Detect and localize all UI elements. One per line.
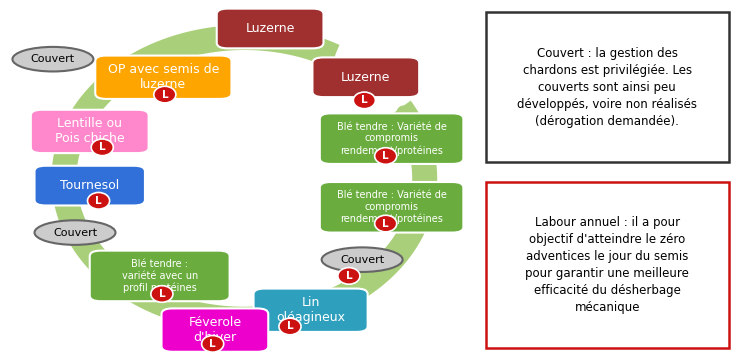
Text: Féverole
d'hiver: Féverole d'hiver xyxy=(188,316,242,344)
Text: Lin
oléagineux: Lin oléagineux xyxy=(276,296,345,324)
FancyBboxPatch shape xyxy=(486,182,729,348)
FancyBboxPatch shape xyxy=(35,166,145,206)
Text: Blé tendre : Variété de
compromis
rendement/protéines: Blé tendre : Variété de compromis rendem… xyxy=(337,190,446,224)
Text: L: L xyxy=(162,90,168,100)
Text: L: L xyxy=(346,271,353,281)
FancyBboxPatch shape xyxy=(320,113,463,164)
Text: Luzerne: Luzerne xyxy=(341,71,390,84)
Ellipse shape xyxy=(91,139,113,156)
Text: Couvert: Couvert xyxy=(340,255,384,265)
Ellipse shape xyxy=(35,220,115,245)
Text: Couvert : la gestion des
chardons est privilégiée. Les
couverts sont ainsi peu
d: Couvert : la gestion des chardons est pr… xyxy=(517,47,698,128)
Text: Couvert: Couvert xyxy=(31,54,75,64)
FancyBboxPatch shape xyxy=(320,182,463,233)
Text: Labour annuel : il a pour
objectif d'atteindre le zéro
adventices le jour du sem: Labour annuel : il a pour objectif d'att… xyxy=(525,216,689,314)
Text: Blé tendre : Variété de
compromis
rendement/protéines: Blé tendre : Variété de compromis rendem… xyxy=(337,122,446,155)
Ellipse shape xyxy=(151,286,173,302)
Ellipse shape xyxy=(353,92,375,109)
FancyBboxPatch shape xyxy=(486,12,729,162)
FancyBboxPatch shape xyxy=(31,110,149,153)
Ellipse shape xyxy=(338,268,360,284)
Ellipse shape xyxy=(202,336,224,352)
Ellipse shape xyxy=(375,148,397,164)
Text: L: L xyxy=(287,321,293,332)
Text: Blé tendre :
variété avec un
profil protéines: Blé tendre : variété avec un profil prot… xyxy=(121,259,198,293)
Text: L: L xyxy=(95,196,102,206)
FancyBboxPatch shape xyxy=(253,289,368,332)
Ellipse shape xyxy=(87,193,109,209)
FancyBboxPatch shape xyxy=(313,58,419,97)
FancyBboxPatch shape xyxy=(217,9,324,48)
FancyBboxPatch shape xyxy=(162,308,268,352)
Ellipse shape xyxy=(13,47,93,71)
Text: L: L xyxy=(159,289,166,299)
Text: Couvert: Couvert xyxy=(53,228,97,238)
Text: Luzerne: Luzerne xyxy=(245,22,295,35)
Text: L: L xyxy=(99,142,106,152)
Text: L: L xyxy=(209,339,216,349)
Ellipse shape xyxy=(154,86,176,103)
Text: Lentille ou
Pois chiche: Lentille ou Pois chiche xyxy=(55,118,125,146)
Ellipse shape xyxy=(375,215,397,232)
Text: L: L xyxy=(361,95,368,105)
Ellipse shape xyxy=(279,318,301,335)
FancyBboxPatch shape xyxy=(95,56,231,99)
Text: OP avec semis de
luzerne: OP avec semis de luzerne xyxy=(108,63,219,91)
Text: Tournesol: Tournesol xyxy=(60,179,120,192)
FancyBboxPatch shape xyxy=(89,251,230,301)
Text: L: L xyxy=(382,151,389,161)
Text: L: L xyxy=(382,218,389,229)
Ellipse shape xyxy=(321,248,403,272)
